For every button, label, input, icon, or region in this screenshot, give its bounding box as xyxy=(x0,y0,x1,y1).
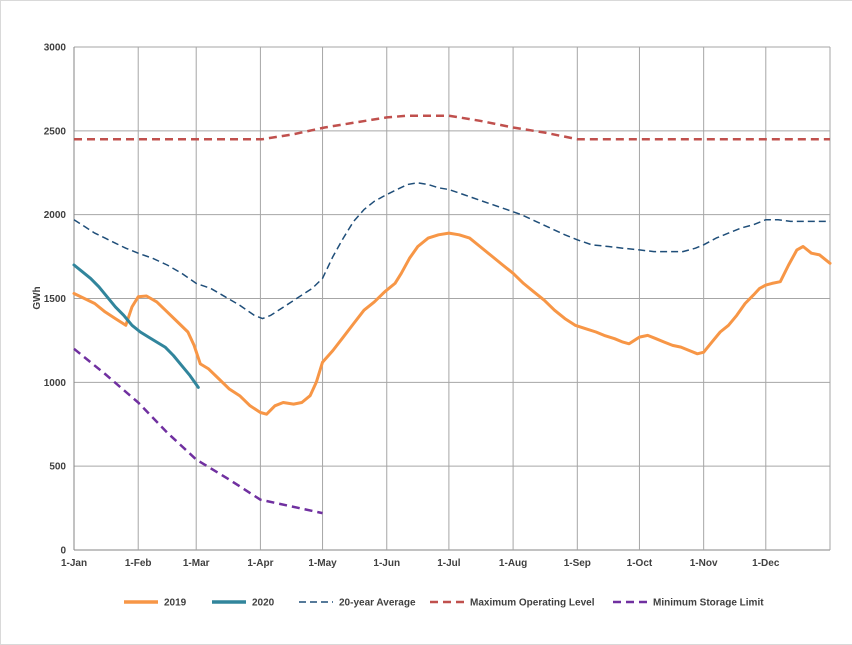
series-minimum-storage-limit-line xyxy=(73,347,323,515)
legend-label: 2020 xyxy=(252,598,275,609)
x-axis-ticks: 1-Jan 1-Feb 1-Mar 1-Apr 1-May 1-Jun 1-Jul 1-Aug… xyxy=(61,558,780,569)
y-axis-ticks: 0 500 1000 1500 2000 2500 3000 xyxy=(44,43,67,557)
line-chart: 0 500 1000 1500 2000 2500 3000 1-Jan 1-Feb 1-Mar… xyxy=(32,43,832,609)
plot-series xyxy=(72,114,832,515)
x-tick-label: 1-Jan xyxy=(61,558,87,569)
y-tick-label: 500 xyxy=(49,462,66,473)
legend-item: 20-year Average xyxy=(299,598,416,609)
x-tick-label: 1-Sep xyxy=(564,558,591,569)
y-tick-label: 1000 xyxy=(44,378,67,389)
legend-item: Maximum Operating Level xyxy=(430,598,595,609)
x-tick-label: 1-Dec xyxy=(752,558,780,569)
x-tick-label: 1-Oct xyxy=(627,558,653,569)
legend-item: Minimum Storage Limit xyxy=(613,598,764,609)
y-axis-title: GWh xyxy=(32,286,43,309)
y-tick-label: 2000 xyxy=(44,210,67,221)
x-tick-label: 1-Mar xyxy=(183,558,210,569)
y-tick-label: 2500 xyxy=(44,126,67,137)
legend-label: 2019 xyxy=(164,598,187,609)
series-2019-line xyxy=(72,231,832,416)
legend: 2019 2020 20-year Average Maximum Operating… xyxy=(124,598,764,609)
legend-label: Minimum Storage Limit xyxy=(653,598,764,609)
y-tick-label: 3000 xyxy=(44,43,67,54)
series-maximum-operating-level-line xyxy=(74,114,830,141)
x-tick-label: 1-May xyxy=(308,558,337,569)
gridlines xyxy=(73,46,831,551)
legend-item: 2020 xyxy=(212,598,275,609)
x-tick-label: 1-Jun xyxy=(373,558,400,569)
legend-item: 2019 xyxy=(124,598,187,609)
y-tick-label: 0 xyxy=(60,546,66,557)
y-tick-label: 1500 xyxy=(44,294,67,305)
x-tick-label: 1-Apr xyxy=(247,558,273,569)
x-tick-label: 1-Nov xyxy=(690,558,718,569)
series-20-year-average-line xyxy=(73,182,830,320)
series-2020-line xyxy=(72,263,200,389)
x-tick-label: 1-Jul xyxy=(437,558,461,569)
legend-label: 20-year Average xyxy=(339,598,416,609)
x-tick-label: 1-Feb xyxy=(125,558,152,569)
legend-label: Maximum Operating Level xyxy=(470,598,595,609)
x-tick-label: 1-Aug xyxy=(499,558,527,569)
